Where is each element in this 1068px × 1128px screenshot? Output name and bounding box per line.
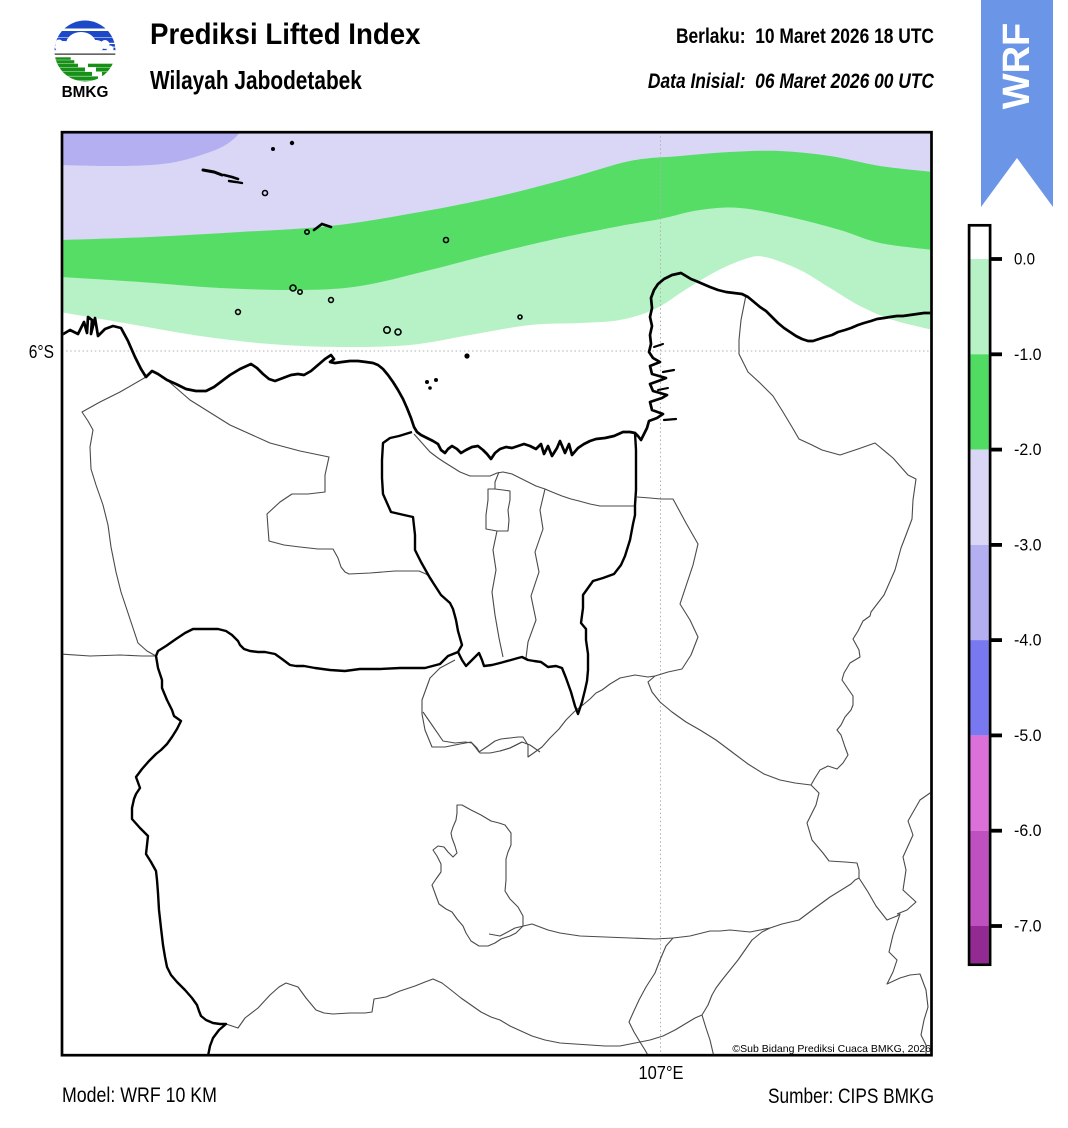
svg-text:-3.0: -3.0 <box>1014 535 1042 554</box>
svg-text:-4.0: -4.0 <box>1014 631 1042 650</box>
svg-text:-2.0: -2.0 <box>1014 440 1042 459</box>
svg-text:-5.0: -5.0 <box>1014 726 1042 745</box>
svg-text:0.0: 0.0 <box>1014 250 1035 269</box>
svg-text:WRF: WRF <box>996 23 1038 110</box>
svg-text:-7.0: -7.0 <box>1014 917 1042 936</box>
svg-text:-1.0: -1.0 <box>1014 345 1042 364</box>
svg-text:-6.0: -6.0 <box>1014 821 1042 840</box>
svg-text:BMKG: BMKG <box>62 84 109 101</box>
